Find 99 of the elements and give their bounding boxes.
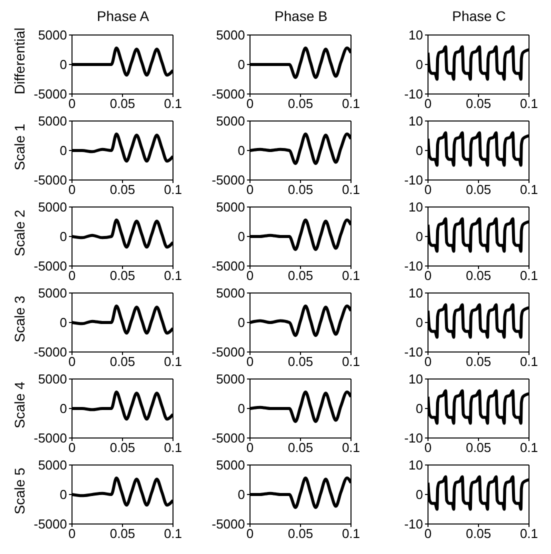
y-tick-label: 0 bbox=[416, 315, 423, 330]
y-tick-label: 5000 bbox=[216, 200, 245, 215]
x-tick-label: 0.1 bbox=[520, 182, 538, 198]
x-tick-label: 0.05 bbox=[288, 268, 314, 284]
y-tick-label: 10 bbox=[408, 200, 423, 215]
x-tick-label: 0.1 bbox=[342, 182, 360, 198]
x-tick-label: 0.05 bbox=[288, 182, 314, 198]
y-tick-label: -5000 bbox=[34, 516, 67, 532]
x-tick-label: 0.1 bbox=[164, 354, 182, 370]
x-tick-label: 0.05 bbox=[288, 96, 314, 112]
x-tick-label: 0.1 bbox=[520, 440, 538, 456]
y-axis-title: Scale 1 bbox=[11, 124, 28, 170]
y-tick-label: 0 bbox=[60, 57, 67, 72]
y-tick-label: 0 bbox=[60, 487, 67, 502]
y-tick-label: -5000 bbox=[34, 430, 67, 446]
x-tick-label: 0.1 bbox=[164, 268, 182, 284]
x-tick-label: 0.1 bbox=[342, 526, 360, 542]
y-tick-label: -5000 bbox=[212, 430, 245, 446]
x-tick-label: 0.05 bbox=[466, 440, 492, 456]
y-tick-label: 5000 bbox=[38, 372, 67, 387]
x-tick-label: 0.05 bbox=[288, 440, 314, 456]
x-tick-label: 0.1 bbox=[164, 96, 182, 112]
y-tick-label: 5000 bbox=[216, 372, 245, 387]
y-tick-label: 10 bbox=[408, 372, 423, 387]
y-tick-label: 5000 bbox=[216, 114, 245, 129]
y-tick-label: 5000 bbox=[38, 114, 67, 129]
y-tick-label: -10 bbox=[404, 430, 423, 446]
x-tick-label: 0.05 bbox=[288, 354, 314, 370]
x-tick-label: 0.1 bbox=[520, 268, 538, 284]
y-tick-label: -5000 bbox=[34, 172, 67, 188]
x-tick-label: 0.1 bbox=[164, 526, 182, 542]
x-tick-label: 0.05 bbox=[466, 268, 492, 284]
y-tick-label: 5000 bbox=[216, 28, 245, 43]
y-tick-label: 5000 bbox=[38, 200, 67, 215]
y-tick-label: -5000 bbox=[212, 516, 245, 532]
x-tick-label: 0.05 bbox=[466, 526, 492, 542]
y-axis-title: Scale 3 bbox=[11, 296, 28, 342]
y-tick-label: -5000 bbox=[212, 86, 245, 102]
y-tick-label: 10 bbox=[408, 458, 423, 473]
y-tick-label: 0 bbox=[238, 143, 245, 158]
y-tick-label: 0 bbox=[416, 57, 423, 72]
y-axis-title: Scale 4 bbox=[11, 382, 28, 428]
y-tick-label: -5000 bbox=[212, 172, 245, 188]
y-tick-label: 0 bbox=[416, 487, 423, 502]
y-tick-label: 5000 bbox=[38, 28, 67, 43]
x-tick-label: 0.05 bbox=[110, 440, 136, 456]
y-tick-label: 0 bbox=[60, 143, 67, 158]
y-tick-label: -10 bbox=[404, 172, 423, 188]
y-tick-label: 0 bbox=[416, 229, 423, 244]
y-tick-label: -10 bbox=[404, 516, 423, 532]
y-axis-title: Scale 5 bbox=[11, 468, 28, 514]
y-tick-label: 0 bbox=[238, 57, 245, 72]
y-tick-label: 5000 bbox=[38, 458, 67, 473]
x-tick-label: 0.05 bbox=[110, 354, 136, 370]
x-tick-label: 0.05 bbox=[110, 96, 136, 112]
y-tick-label: -5000 bbox=[212, 344, 245, 360]
x-tick-label: 0.1 bbox=[520, 354, 538, 370]
y-tick-label: 0 bbox=[416, 401, 423, 416]
x-tick-label: 0.1 bbox=[164, 182, 182, 198]
x-tick-label: 0.05 bbox=[110, 268, 136, 284]
y-tick-label: 5000 bbox=[216, 458, 245, 473]
x-tick-label: 0.05 bbox=[110, 182, 136, 198]
y-tick-label: 0 bbox=[416, 143, 423, 158]
y-tick-label: 0 bbox=[60, 229, 67, 244]
y-tick-label: -5000 bbox=[34, 258, 67, 274]
y-tick-label: 5000 bbox=[38, 286, 67, 301]
y-tick-label: 10 bbox=[408, 28, 423, 43]
x-tick-label: 0.05 bbox=[110, 526, 136, 542]
y-axis-title: Scale 2 bbox=[11, 210, 28, 256]
y-tick-label: 0 bbox=[60, 315, 67, 330]
y-tick-label: 10 bbox=[408, 114, 423, 129]
x-tick-label: 0.05 bbox=[466, 354, 492, 370]
y-tick-label: -10 bbox=[404, 344, 423, 360]
y-tick-label: 0 bbox=[238, 401, 245, 416]
y-tick-label: -10 bbox=[404, 86, 423, 102]
y-tick-label: 0 bbox=[238, 315, 245, 330]
y-tick-label: 0 bbox=[238, 229, 245, 244]
x-tick-label: 0.05 bbox=[288, 526, 314, 542]
y-tick-label: -10 bbox=[404, 258, 423, 274]
y-tick-label: 0 bbox=[238, 487, 245, 502]
y-tick-label: 5000 bbox=[216, 286, 245, 301]
chart-title: Phase C bbox=[451, 8, 507, 24]
chart-title: Phase B bbox=[274, 8, 328, 24]
x-tick-label: 0.1 bbox=[520, 526, 538, 542]
y-tick-label: 0 bbox=[60, 401, 67, 416]
x-tick-label: 0.1 bbox=[342, 268, 360, 284]
y-tick-label: -5000 bbox=[212, 258, 245, 274]
y-tick-label: -5000 bbox=[34, 344, 67, 360]
x-tick-label: 0.1 bbox=[342, 96, 360, 112]
x-tick-label: 0.05 bbox=[466, 96, 492, 112]
x-tick-label: 0.05 bbox=[466, 182, 492, 198]
y-tick-label: 10 bbox=[408, 286, 423, 301]
y-axis-title: Differential bbox=[11, 28, 28, 94]
y-tick-label: -5000 bbox=[34, 86, 67, 102]
x-tick-label: 0.1 bbox=[164, 440, 182, 456]
x-tick-label: 0.1 bbox=[520, 96, 538, 112]
x-tick-label: 0.1 bbox=[342, 354, 360, 370]
x-tick-label: 0.1 bbox=[342, 440, 360, 456]
chart-title: Phase A bbox=[96, 8, 150, 24]
